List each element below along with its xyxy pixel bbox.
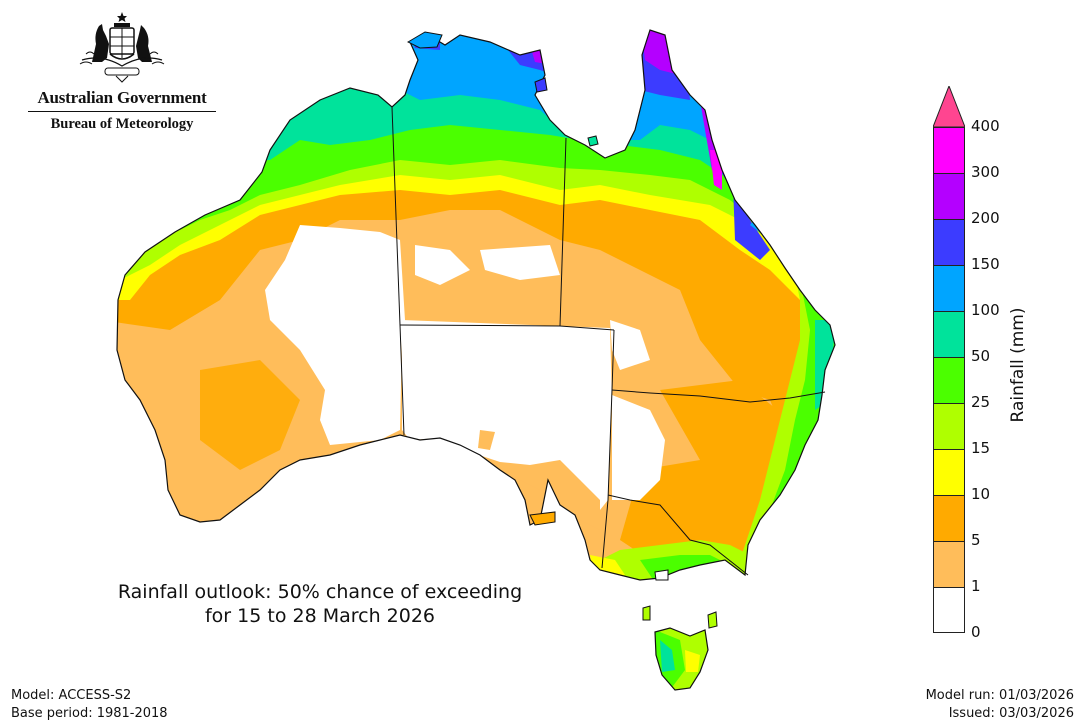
colorbar-tick-10: 10 <box>971 485 991 503</box>
rainfall-map <box>116 29 836 691</box>
colorbar-bin-5-10 <box>933 495 965 541</box>
colorbar-tick-1: 1 <box>971 577 981 595</box>
colorbar-tick-300: 300 <box>971 163 1000 181</box>
colorbar-bin-0-1 <box>933 587 965 633</box>
colorbar-tick-400: 400 <box>971 117 1000 135</box>
model-name: Model: ACCESS-S2 <box>11 688 132 703</box>
map-title-line-1: Rainfall outlook: 50% chance of exceedin… <box>117 581 523 603</box>
base-period: Base period: 1981-2018 <box>11 706 168 721</box>
colorbar-tick-200: 200 <box>971 209 1000 227</box>
colorbar-tick-100: 100 <box>971 301 1000 319</box>
colorbar-tick-50: 50 <box>971 347 991 365</box>
bom-logo: Australian Government Bureau of Meteorol… <box>28 10 216 133</box>
coat-of-arms-icon <box>79 12 165 83</box>
colorbar-tick-15: 15 <box>971 439 991 457</box>
colorbar-bin-150-200 <box>933 219 965 265</box>
footer-run-info: Model run: 01/03/2026 Issued: 03/03/2026 <box>926 687 1074 723</box>
colorbar-tick-0: 0 <box>971 623 981 641</box>
colorbar-bin-1-5 <box>933 541 965 587</box>
org-name: Australian Government <box>37 88 207 107</box>
colorbar-axis-label: Rainfall (mm) <box>1008 307 1028 423</box>
colorbar-tick-25: 25 <box>971 393 991 411</box>
colorbar-bin-50-100 <box>933 311 965 357</box>
colorbar-bin-10-15 <box>933 449 965 495</box>
colorbar-extend-arrow <box>933 86 965 127</box>
colorbar-tick-150: 150 <box>971 255 1000 273</box>
colorbar-bin-100-150 <box>933 265 965 311</box>
model-run-date: Model run: 01/03/2026 <box>925 688 1074 703</box>
map-title-line-2: for 15 to 28 March 2026 <box>204 605 436 627</box>
colorbar-tick-5: 5 <box>971 531 981 549</box>
colorbar-bin-200-300 <box>933 173 965 219</box>
colorbar-bin-300-400 <box>933 127 965 173</box>
dept-name: Bureau of Meteorology <box>50 116 194 132</box>
map-title: Rainfall outlook: 50% chance of exceedin… <box>90 580 550 628</box>
footer-model-info: Model: ACCESS-S2 Base period: 1981-2018 <box>11 687 168 723</box>
colorbar-bin-15-25 <box>933 403 965 449</box>
colorbar-legend: 400 300 200 150 100 50 25 15 10 5 1 0 <box>933 86 1033 646</box>
colorbar-bin-25-50 <box>933 357 965 403</box>
logo-divider <box>28 111 216 112</box>
issued-date: Issued: 03/03/2026 <box>948 706 1074 721</box>
